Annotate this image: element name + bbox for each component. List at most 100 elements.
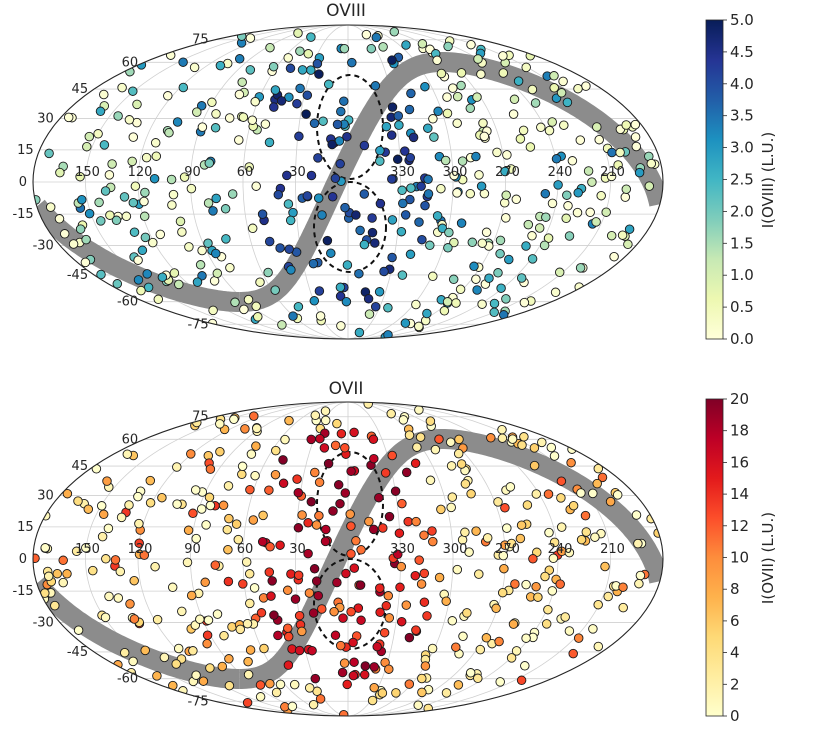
data-point [293,28,303,38]
data-point [575,135,586,145]
data-point [257,536,268,547]
data-point [541,212,551,222]
lon-tick-label: 120 [128,542,153,557]
lat-tick-label: 75 [192,410,209,425]
data-point [283,199,294,209]
colorbar-tick-label: 3.5 [730,107,754,125]
data-point [575,263,586,273]
data-point [519,297,530,308]
data-point [195,260,206,270]
data-point [506,653,517,663]
colorbar-tick-label: 6 [730,612,740,630]
data-point [393,549,403,560]
colorbar-tick-label: 14 [730,485,749,503]
data-point [567,156,578,166]
data-point [328,506,338,516]
data-point [562,190,572,200]
data-point [134,538,144,548]
colorbar-tick-label: 2 [730,675,740,693]
data-point [381,121,392,132]
data-point [80,257,91,268]
data-point [387,102,398,112]
data-point [387,55,397,65]
data-point [556,493,566,503]
data-point [169,268,180,278]
data-point [454,434,464,445]
data-point [462,608,472,618]
data-point [269,102,279,112]
data-point [401,40,411,50]
data-point [297,510,307,520]
data-point [366,43,377,54]
data-point [420,81,430,92]
data-point [249,583,260,593]
data-point [267,576,277,586]
data-point [184,242,194,252]
data-point [351,210,361,220]
data-point [197,245,207,256]
data-point [327,192,338,202]
data-point [404,104,415,115]
data-point [592,478,602,489]
data-point [215,446,225,457]
data-point [250,470,260,481]
colorbar-label: I(OVIII) (L.U.) [759,132,777,229]
lon-tick-label: 60 [237,542,254,557]
lat-tick-label: -45 [67,268,88,283]
data-point [240,424,250,434]
data-point [183,525,194,536]
data-point [349,657,359,667]
data-point [130,181,141,191]
data-point [466,489,476,499]
data-point [414,321,424,332]
data-point [88,565,98,576]
data-point [81,543,91,553]
data-point [465,668,476,678]
data-point [348,670,359,681]
data-point [177,606,187,617]
data-point [271,687,282,698]
colorbar-tick-label: 5.0 [730,11,754,29]
data-point [444,227,454,238]
data-point [255,680,266,690]
data-point [310,410,321,421]
data-point [455,284,466,295]
data-point [440,155,451,166]
data-point [122,449,133,459]
data-point [527,84,538,95]
data-point [476,69,486,79]
data-point [621,120,631,130]
data-point [263,267,273,278]
data-point [188,508,198,519]
data-point [630,119,641,130]
data-point [245,484,255,495]
data-point [179,172,190,182]
data-point [346,521,356,531]
data-point [449,170,459,181]
data-point [99,140,110,150]
data-point [507,434,518,444]
data-point [356,615,366,626]
data-point [249,411,259,421]
data-point [295,46,305,56]
data-point [310,673,321,684]
data-point [293,301,304,312]
data-point [387,450,397,461]
data-point [243,656,253,667]
data-point [223,481,234,491]
data-point [396,561,407,572]
data-point [644,181,655,191]
lon-tick-label: 120 [128,165,153,180]
data-point [248,515,259,525]
data-point [233,534,244,545]
data-point [460,527,470,538]
data-point [207,97,217,108]
data-point [264,567,275,577]
data-point [104,170,115,180]
lon-tick-label: 30 [289,542,306,557]
data-point [322,235,333,246]
data-point [400,210,411,220]
data-point [84,208,95,219]
data-point [504,254,514,265]
data-point [564,626,575,636]
